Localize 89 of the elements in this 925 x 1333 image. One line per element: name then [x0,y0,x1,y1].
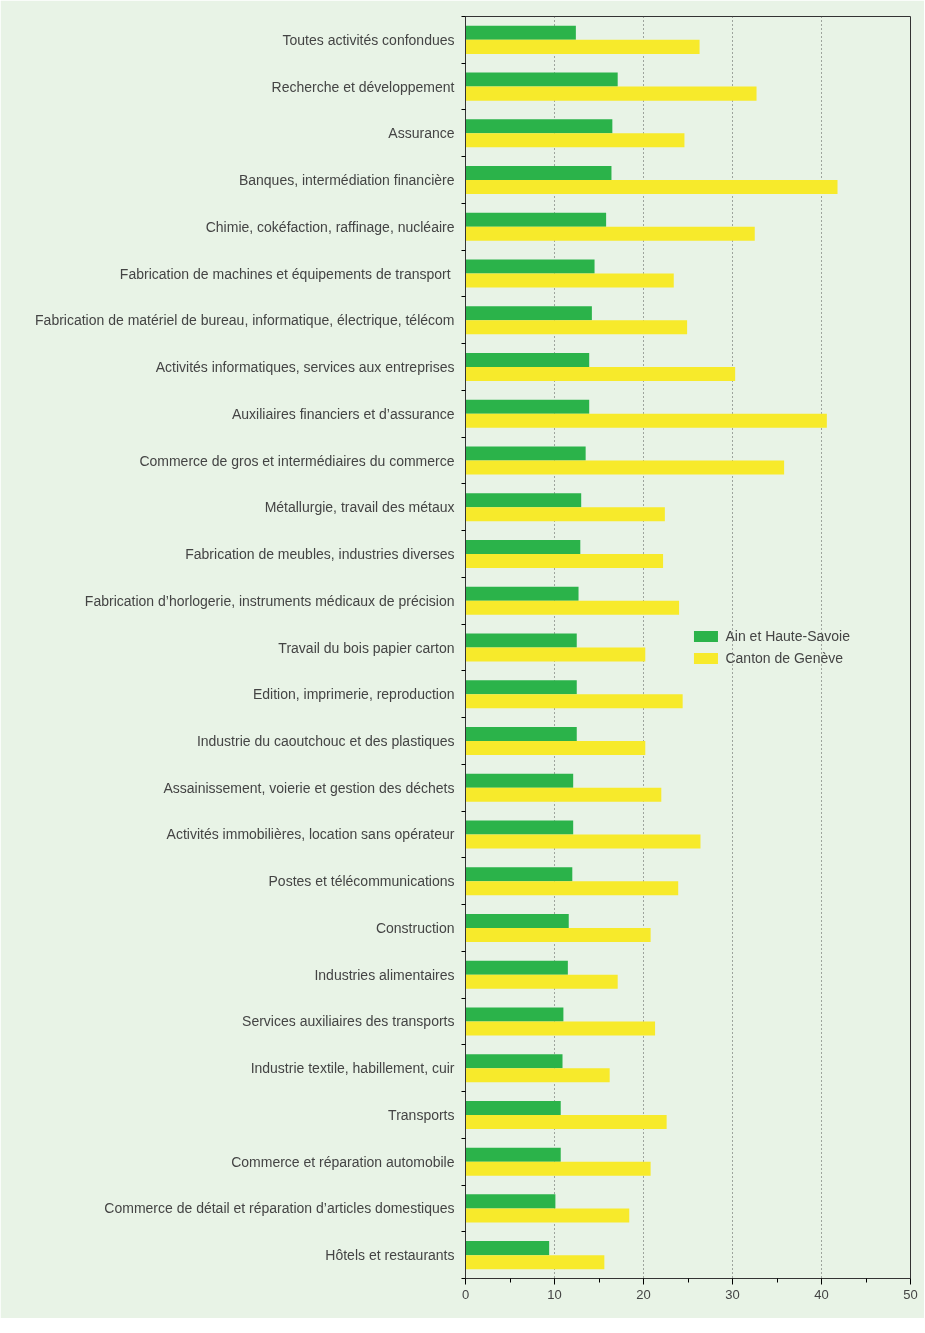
bar [465,680,577,695]
bar [465,600,680,615]
y-tick-label: Commerce et réparation automobile [231,1153,455,1170]
bar [465,507,665,522]
y-tick-label: Commerce de détail et réparation d’articles domestiques [104,1200,455,1217]
bar [465,1208,630,1223]
bar [465,25,576,40]
bar [465,554,664,569]
y-tick-label: Fabrication d’horlogerie, instruments médicaux de précision [84,592,455,609]
bar [465,540,581,555]
bar [465,834,701,849]
bar [465,399,590,414]
legend-label: Ain et Haute-Savoie [725,628,850,644]
y-tick-label: Assurance [388,125,455,142]
y-tick-label: Activités immobilières, location sans opérateur [166,826,455,843]
y-tick-label: Chimie, cokéfaction, raffinage, nucléaire [205,218,455,235]
bar [465,694,683,709]
bar [465,586,579,601]
y-tick-label: Edition, imprimerie, reproduction [252,686,455,703]
bar [465,212,607,227]
x-tick-label: 50 [903,1286,918,1302]
bar [465,1007,564,1022]
bar [465,119,613,134]
bar [465,460,785,475]
y-tick-label: Activités informatiques, services aux entreprises [155,359,455,376]
bar [465,633,577,648]
y-tick-label: Services auxiliaires des transports [242,1013,455,1030]
y-tick-label: Toutes activités confondues [282,31,455,48]
y-tick-label: Auxiliaires financiers et d’assurance [231,405,455,422]
bar [465,273,674,288]
bar [465,180,838,195]
bar [465,39,700,54]
y-tick-label: Assainissement, voierie et gestion des déchets [163,779,455,796]
y-tick-label: Travail du bois papier carton [278,639,455,656]
bar [465,820,574,835]
bar [465,1054,563,1069]
bar [465,1161,651,1176]
bar [465,1068,610,1083]
bar [465,446,586,461]
bar [465,1114,667,1129]
y-tick-label: Fabrication de meubles, industries diverses [185,546,455,563]
x-tick-label: 40 [814,1286,829,1302]
bar [465,787,662,802]
bar [465,320,688,335]
y-tick-label: Banques, intermédiation financière [238,172,455,189]
bar [465,306,592,321]
bar [465,226,755,241]
bar [465,974,618,989]
y-tick-label: Hôtels et restaurants [325,1247,455,1264]
bar [465,1100,561,1115]
bar [465,927,651,942]
bar [465,1241,550,1256]
bar [465,353,590,368]
bar [465,960,568,975]
bar [465,367,736,382]
y-tick-label: Métallurgie, travail des métaux [264,499,455,516]
bar [465,1021,656,1036]
bar [465,773,574,788]
x-tick-label: 0 [461,1286,470,1302]
bar [465,913,569,928]
x-tick-label: 10 [547,1286,562,1302]
bar [465,413,827,428]
bar [465,493,582,508]
y-tick-label: Recherche et développement [271,78,455,95]
y-tick-label: Commerce de gros et intermédiaires du commerce [139,452,455,469]
bar [465,86,757,101]
y-tick-label: Transports [388,1106,455,1123]
bar [465,72,618,87]
bar [465,867,573,882]
x-tick-label: 20 [636,1286,651,1302]
y-tick-label: Fabrication de matériel de bureau, informatique, électrique, télécom [35,312,455,329]
bar [465,1147,561,1162]
y-tick-label: Postes et télécommunications [268,873,455,890]
bar [465,881,679,896]
y-tick-label: Fabrication de machines et équipements de transport [119,265,451,282]
x-tick-label: 30 [725,1286,740,1302]
y-tick-label: Industrie textile, habillement, cuir [250,1060,455,1077]
bar [465,726,577,741]
bar [465,166,612,181]
bar [465,133,685,148]
bar [465,740,646,755]
y-tick-label: Industries alimentaires [314,966,455,983]
legend-label: Canton de Genève [725,650,843,666]
bar [465,1255,605,1270]
bar [465,647,646,662]
y-tick-label: Construction [375,919,455,936]
bar [465,259,595,274]
bar [465,1194,556,1209]
y-tick-label: Industrie du caoutchouc et des plastiques [196,732,455,749]
